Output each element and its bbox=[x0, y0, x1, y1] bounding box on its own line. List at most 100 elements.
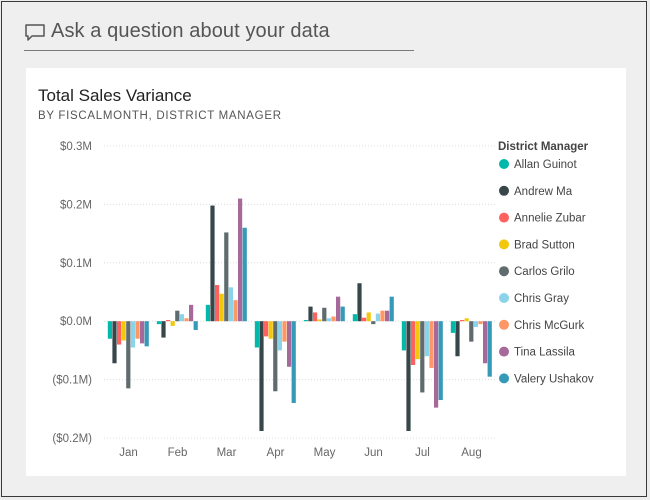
bar-chris-gray-may[interactable] bbox=[326, 318, 331, 322]
bar-brad-sutton-feb[interactable] bbox=[170, 321, 175, 326]
bar-valery-ushakov-may[interactable] bbox=[340, 306, 345, 322]
bar-andrew-ma-may[interactable] bbox=[308, 306, 313, 322]
bar-brad-sutton-aug[interactable] bbox=[464, 318, 469, 322]
x-tick-label: Jul bbox=[415, 447, 430, 459]
legend-swatch[interactable] bbox=[499, 293, 509, 303]
legend-item-label[interactable]: Annelie Zubar bbox=[514, 213, 586, 225]
bar-chris-gray-apr[interactable] bbox=[277, 321, 282, 351]
bar-tina-lassila-mar[interactable] bbox=[238, 198, 243, 322]
bar-chris-mcgurk-feb[interactable] bbox=[184, 318, 189, 322]
bar-chris-mcgurk-jun[interactable] bbox=[380, 310, 385, 322]
bar-carlos-grilo-jun[interactable] bbox=[371, 321, 376, 325]
chart-subtitle: BY FISCALMONTH, DISTRICT MANAGER bbox=[38, 110, 282, 122]
legend-swatch[interactable] bbox=[499, 239, 509, 250]
bar-brad-sutton-mar[interactable] bbox=[219, 293, 224, 322]
bar-tina-lassila-apr[interactable] bbox=[287, 321, 292, 367]
legend-item-label[interactable]: Chris McGurk bbox=[514, 320, 585, 332]
bar-valery-ushakov-mar[interactable] bbox=[242, 227, 247, 322]
bar-annelie-zubar-aug[interactable] bbox=[460, 320, 465, 322]
bar-tina-lassila-jun[interactable] bbox=[385, 310, 390, 322]
bar-annelie-zubar-jun[interactable] bbox=[362, 317, 367, 322]
bar-allan-guinot-may[interactable] bbox=[303, 320, 308, 322]
legend-item-label[interactable]: Chris Gray bbox=[514, 293, 569, 305]
legend-item-label[interactable]: Allan Guinot bbox=[514, 159, 577, 171]
bar-valery-ushakov-jul[interactable] bbox=[438, 321, 443, 401]
bar-chris-mcgurk-mar[interactable] bbox=[233, 300, 238, 322]
x-tick-label: Jun bbox=[364, 447, 383, 459]
bar-annelie-zubar-feb[interactable] bbox=[166, 320, 171, 322]
legend-swatch[interactable] bbox=[499, 319, 509, 330]
bar-brad-sutton-may[interactable] bbox=[317, 319, 322, 322]
bar-valery-ushakov-jun[interactable] bbox=[389, 296, 394, 322]
bar-chris-gray-jul[interactable] bbox=[424, 321, 429, 357]
bar-chris-gray-mar[interactable] bbox=[228, 287, 233, 322]
bar-andrew-ma-apr[interactable] bbox=[259, 321, 264, 431]
bar-annelie-zubar-jan[interactable] bbox=[117, 321, 122, 345]
bar-carlos-grilo-may[interactable] bbox=[322, 307, 327, 322]
bar-tina-lassila-feb[interactable] bbox=[189, 304, 194, 322]
bar-carlos-grilo-jul[interactable] bbox=[420, 321, 425, 393]
y-tick-label: $0.3M bbox=[60, 141, 92, 153]
bar-brad-sutton-jun[interactable] bbox=[366, 312, 371, 322]
bar-allan-guinot-feb[interactable] bbox=[156, 321, 161, 325]
qa-prompt-text[interactable]: Ask a question about your data bbox=[51, 20, 330, 42]
legend-swatch[interactable] bbox=[499, 346, 509, 357]
bar-annelie-zubar-may[interactable] bbox=[313, 312, 318, 322]
legend-swatch[interactable] bbox=[499, 373, 509, 384]
bar-allan-guinot-jun[interactable] bbox=[352, 314, 357, 322]
bar-chris-gray-jan[interactable] bbox=[130, 321, 135, 348]
bar-valery-ushakov-feb[interactable] bbox=[193, 321, 198, 330]
bar-andrew-ma-jun[interactable] bbox=[357, 283, 362, 322]
bar-andrew-ma-aug[interactable] bbox=[455, 321, 460, 357]
bar-brad-sutton-jul[interactable] bbox=[415, 321, 420, 360]
bar-allan-guinot-apr[interactable] bbox=[254, 321, 259, 348]
bar-chris-mcgurk-aug[interactable] bbox=[478, 321, 483, 325]
bar-chris-gray-aug[interactable] bbox=[473, 321, 478, 328]
bar-annelie-zubar-apr[interactable] bbox=[264, 321, 269, 337]
bar-tina-lassila-aug[interactable] bbox=[483, 321, 488, 364]
bar-tina-lassila-jan[interactable] bbox=[140, 321, 145, 344]
bar-chris-mcgurk-may[interactable] bbox=[331, 316, 336, 322]
bar-valery-ushakov-aug[interactable] bbox=[487, 321, 492, 377]
bar-chris-mcgurk-jan[interactable] bbox=[135, 321, 140, 339]
legend-item-label[interactable]: Andrew Ma bbox=[514, 186, 573, 198]
bar-carlos-grilo-mar[interactable] bbox=[224, 232, 229, 322]
bar-annelie-zubar-jul[interactable] bbox=[411, 321, 416, 365]
chart-card[interactable]: Total Sales Variance BY FISCALMONTH, DIS… bbox=[26, 68, 626, 476]
qa-search-box[interactable]: Ask a question about your data bbox=[24, 16, 414, 51]
bar-valery-ushakov-apr[interactable] bbox=[291, 321, 296, 403]
bar-carlos-grilo-aug[interactable] bbox=[469, 321, 474, 342]
bar-chris-gray-feb[interactable] bbox=[179, 314, 184, 322]
y-tick-label: $0.1M bbox=[60, 258, 92, 270]
bar-allan-guinot-mar[interactable] bbox=[205, 304, 210, 322]
bar-tina-lassila-jul[interactable] bbox=[434, 321, 439, 408]
bar-carlos-grilo-apr[interactable] bbox=[273, 321, 278, 392]
legend-swatch[interactable] bbox=[499, 212, 509, 223]
bar-brad-sutton-jan[interactable] bbox=[121, 321, 126, 341]
legend-swatch[interactable] bbox=[499, 185, 509, 196]
bar-chris-gray-jun[interactable] bbox=[375, 313, 380, 322]
legend-item-label[interactable]: Brad Sutton bbox=[514, 239, 575, 251]
legend-swatch[interactable] bbox=[499, 266, 509, 277]
bar-andrew-ma-mar[interactable] bbox=[210, 205, 215, 322]
bar-andrew-ma-feb[interactable] bbox=[161, 321, 166, 338]
bar-annelie-zubar-mar[interactable] bbox=[215, 284, 220, 322]
bar-chris-mcgurk-apr[interactable] bbox=[282, 321, 287, 342]
bar-allan-guinot-aug[interactable] bbox=[450, 321, 455, 333]
legend-swatch[interactable] bbox=[499, 159, 509, 169]
legend-item-label[interactable]: Carlos Grilo bbox=[514, 266, 575, 278]
bar-brad-sutton-apr[interactable] bbox=[268, 321, 273, 339]
y-tick-label: ($0.1M) bbox=[52, 375, 92, 387]
bar-andrew-ma-jan[interactable] bbox=[112, 321, 117, 364]
bar-valery-ushakov-jan[interactable] bbox=[144, 321, 149, 347]
legend-item-label[interactable]: Tina Lassila bbox=[514, 347, 576, 359]
bar-allan-guinot-jul[interactable] bbox=[401, 321, 406, 351]
bar-allan-guinot-jan[interactable] bbox=[107, 321, 112, 339]
bar-chris-mcgurk-jul[interactable] bbox=[429, 321, 434, 368]
legend-item-label[interactable]: Valery Ushakov bbox=[514, 373, 594, 385]
bar-tina-lassila-may[interactable] bbox=[336, 296, 341, 322]
bar-carlos-grilo-feb[interactable] bbox=[175, 310, 180, 322]
bar-carlos-grilo-jan[interactable] bbox=[126, 321, 131, 389]
bar-andrew-ma-jul[interactable] bbox=[406, 321, 411, 431]
y-tick-label: $0.2M bbox=[60, 199, 92, 211]
